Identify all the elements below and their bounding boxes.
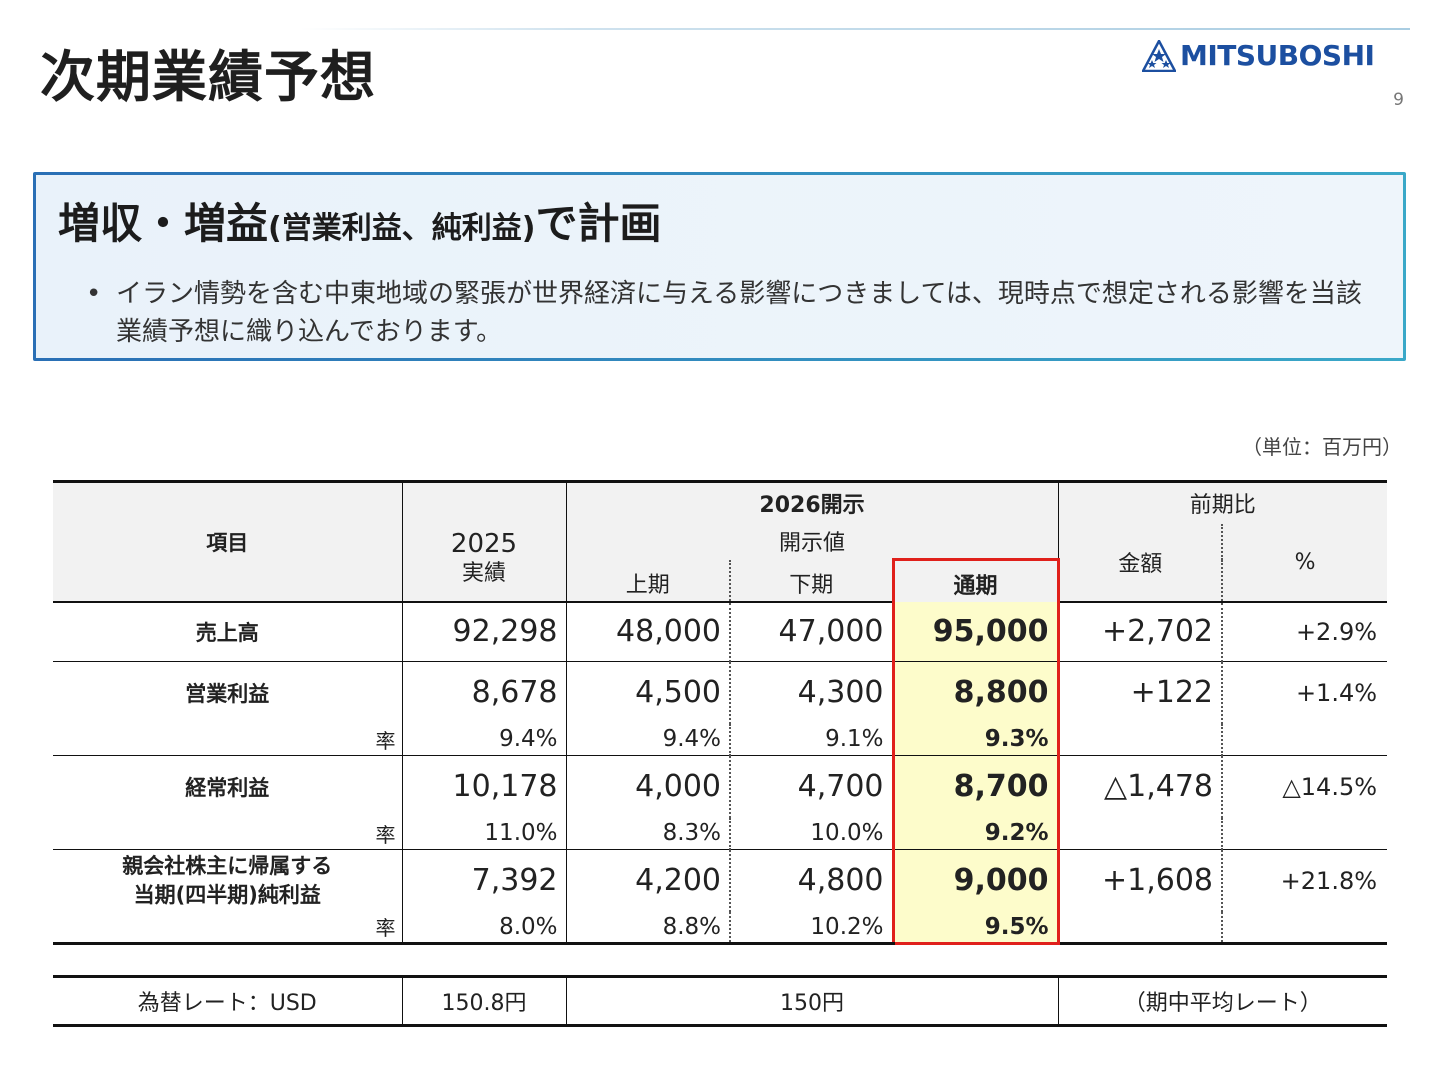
cell-full: 8,700 [891, 755, 1060, 818]
rate-h1: 8.8% [566, 911, 731, 945]
header-second-half: 下期 [730, 559, 893, 603]
headline-main: 増収・増益 [58, 199, 269, 248]
row-label: 経常利益 [53, 755, 403, 818]
header-actual-year: 2025 [450, 528, 518, 559]
row-label-line1: 親会社株主に帰属する [122, 853, 333, 878]
header-full-year: 通期 [891, 558, 1060, 602]
cell-h1: 4,000 [566, 755, 731, 818]
summary-box: 増収・増益(営業利益、純利益)で計画 • イラン情勢を含む中東地域の緊張が世界経… [33, 172, 1406, 361]
fx-label: 為替レート：USD [53, 975, 403, 1027]
rate-actual: 11.0% [402, 817, 567, 850]
row-label: 営業利益 [53, 661, 403, 724]
cell-full: 8,800 [891, 661, 1060, 724]
header-amount: 金額 [1058, 523, 1224, 603]
tristar-icon [1142, 40, 1176, 72]
rate-actual: 8.0% [402, 911, 567, 945]
row-label: 親会社株主に帰属する 当期(四半期)純利益 [53, 849, 403, 912]
cell-h2: 4,300 [797, 675, 884, 711]
rate-diff-empty [1058, 723, 1224, 756]
row-operating-rate: 率 9.4% 9.4% 9.1% 9.3% [53, 723, 1388, 756]
cell-pct: +21.8% [1280, 866, 1378, 895]
summary-bullet: • イラン情勢を含む中東地域の緊張が世界経済に与える影響につきましては、現時点で… [86, 275, 1376, 351]
header-disclosure-value: 開示値 [566, 523, 1059, 560]
header-actual-label: 実績 [461, 560, 506, 586]
row-sales: 売上高 92,298 48,000 47,000 95,000 +2,702 +… [53, 601, 1388, 662]
row-operating-income: 営業利益 8,678 4,500 4,300 8,800 +122 +1.4% [53, 661, 1387, 724]
bullet-text: イラン情勢を含む中東地域の緊張が世界経済に与える影響につきましては、現時点で想定… [116, 279, 1362, 347]
cell-h1: 4,500 [566, 661, 731, 724]
rate-full: 9.2% [891, 817, 1060, 850]
row-label-line2: 当期(四半期)純利益 [133, 882, 321, 907]
rate-label: 率 [53, 723, 403, 756]
cell-diff: △1,478 [1058, 755, 1224, 818]
cell-h1: 4,200 [566, 849, 731, 912]
cell-actual: 92,298 [402, 601, 567, 662]
forecast-table: 項目 2025 実績 2026開示 前期比 開示値 金額 % 上期 下期 通期 … [53, 480, 1388, 945]
rate-pct-empty [1222, 817, 1388, 850]
cell-actual: 10,178 [402, 755, 567, 818]
header-first-half: 上期 [566, 559, 731, 603]
cell-h1: 48,000 [566, 601, 731, 662]
unit-note: （単位：百万円） [1242, 435, 1402, 459]
cell-h2: 4,800 [797, 863, 884, 899]
fx-row: 為替レート：USD 150.8円 150円 （期中平均レート） [53, 975, 1387, 1027]
row-ordinary-rate: 率 11.0% 8.3% 10.0% 9.2% [53, 817, 1388, 850]
header-row-3: 上期 下期 通期 [53, 558, 1387, 603]
rate-full: 9.5% [891, 911, 1060, 945]
header-actual: 2025 実績 [402, 480, 567, 603]
fx-rate-table: 為替レート：USD 150.8円 150円 （期中平均レート） [53, 975, 1387, 1027]
rate-actual: 9.4% [402, 723, 567, 756]
rate-h2: 10.0% [730, 817, 893, 850]
cell-full: 95,000 [891, 601, 1060, 662]
page-number: 9 [1393, 90, 1404, 110]
rate-pct-empty [1222, 911, 1388, 945]
headline-paren: (営業利益、純利益) [268, 211, 536, 246]
row-net-income: 親会社株主に帰属する 当期(四半期)純利益 7,392 4,200 4,800 … [53, 849, 1387, 912]
row-ordinary-income: 経常利益 10,178 4,000 4,700 8,700 △1,478 △14… [53, 755, 1387, 818]
fx-note: （期中平均レート） [1058, 975, 1387, 1027]
row-label: 売上高 [53, 601, 403, 662]
rate-h2: 10.2% [730, 911, 893, 945]
rate-full: 9.3% [891, 723, 1060, 756]
rate-pct-empty [1222, 723, 1388, 756]
rate-label: 率 [53, 817, 403, 850]
cell-h2: 4,700 [797, 769, 884, 805]
cell-diff: +122 [1058, 661, 1224, 724]
cell-actual: 7,392 [402, 849, 567, 912]
brand-logo: MITSUBOSHI [1142, 39, 1375, 72]
cell-pct: +1.4% [1295, 678, 1378, 707]
page-title: 次期業績予想 [40, 45, 377, 109]
summary-headline: 増収・増益(営業利益、純利益)で計画 [58, 203, 661, 245]
header-row-1: 項目 2025 実績 2026開示 前期比 [53, 480, 1388, 603]
fx-actual: 150.8円 [402, 975, 567, 1027]
header-percent: % [1222, 523, 1388, 603]
rate-diff-empty [1058, 817, 1224, 850]
fx-forecast: 150円 [566, 975, 1059, 1027]
headline-tail: で計画 [535, 199, 662, 248]
header-row-2: 開示値 金額 % [53, 523, 1388, 603]
header-item: 項目 [53, 480, 403, 603]
cell-diff: +1,608 [1058, 849, 1224, 912]
cell-actual: 8,678 [402, 661, 567, 724]
cell-pct: +2.9% [1222, 601, 1388, 662]
rate-diff-empty [1058, 911, 1224, 945]
header-yoy: 前期比 [1058, 480, 1388, 524]
rate-h1: 9.4% [566, 723, 731, 756]
rate-label: 率 [53, 911, 403, 945]
brand-name: MITSUBOSHI [1180, 39, 1375, 72]
header-disclosure: 2026開示 [566, 480, 1059, 524]
cell-full: 9,000 [891, 849, 1060, 912]
cell-pct: △14.5% [1282, 772, 1378, 801]
cell-h2: 47,000 [730, 601, 893, 662]
bullet-dot: • [86, 279, 102, 309]
cell-diff: +2,702 [1058, 601, 1224, 662]
row-net-rate: 率 8.0% 8.8% 10.2% 9.5% [53, 911, 1388, 945]
rate-h2: 9.1% [730, 723, 893, 756]
header-rule [300, 28, 1410, 30]
rate-h1: 8.3% [566, 817, 731, 850]
